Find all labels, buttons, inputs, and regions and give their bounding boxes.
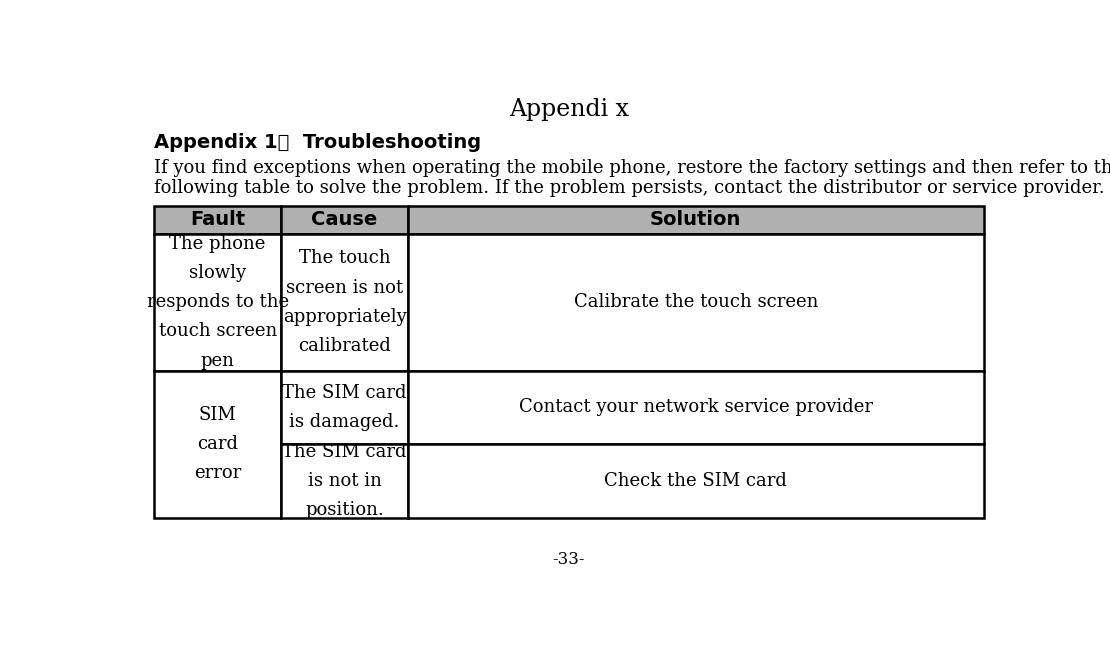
Text: Solution: Solution: [650, 211, 741, 230]
Text: Contact your network service provider: Contact your network service provider: [518, 398, 872, 417]
Bar: [281, 444, 408, 518]
Bar: [408, 444, 983, 518]
Text: Appendix 1：  Troubleshooting: Appendix 1： Troubleshooting: [154, 134, 482, 153]
Text: If you find exceptions when operating the mobile phone, restore the factory sett: If you find exceptions when operating th…: [154, 158, 1110, 177]
Text: Appendi x: Appendi x: [509, 98, 628, 121]
Bar: [281, 233, 408, 370]
Bar: [154, 370, 281, 518]
Text: Check the SIM card: Check the SIM card: [604, 472, 787, 490]
Bar: [408, 370, 983, 444]
Text: The touch
screen is not
appropriately
calibrated: The touch screen is not appropriately ca…: [283, 249, 406, 355]
Text: Cause: Cause: [312, 211, 377, 230]
Bar: [408, 206, 983, 233]
Text: Fault: Fault: [190, 211, 245, 230]
Text: following table to solve the problem. If the problem persists, contact the distr: following table to solve the problem. If…: [154, 179, 1104, 197]
Text: The SIM card
is not in
position.: The SIM card is not in position.: [282, 443, 406, 519]
Text: -33-: -33-: [553, 551, 585, 568]
Bar: [281, 370, 408, 444]
Text: Calibrate the touch screen: Calibrate the touch screen: [574, 293, 818, 311]
Bar: [408, 233, 983, 370]
Text: SIM
card
error: SIM card error: [194, 406, 241, 482]
Bar: [154, 233, 281, 370]
Text: The phone
slowly
responds to the
touch screen
pen: The phone slowly responds to the touch s…: [147, 235, 289, 370]
Text: The SIM card
is damaged.: The SIM card is damaged.: [282, 384, 406, 431]
Bar: [154, 206, 281, 233]
Bar: [281, 206, 408, 233]
